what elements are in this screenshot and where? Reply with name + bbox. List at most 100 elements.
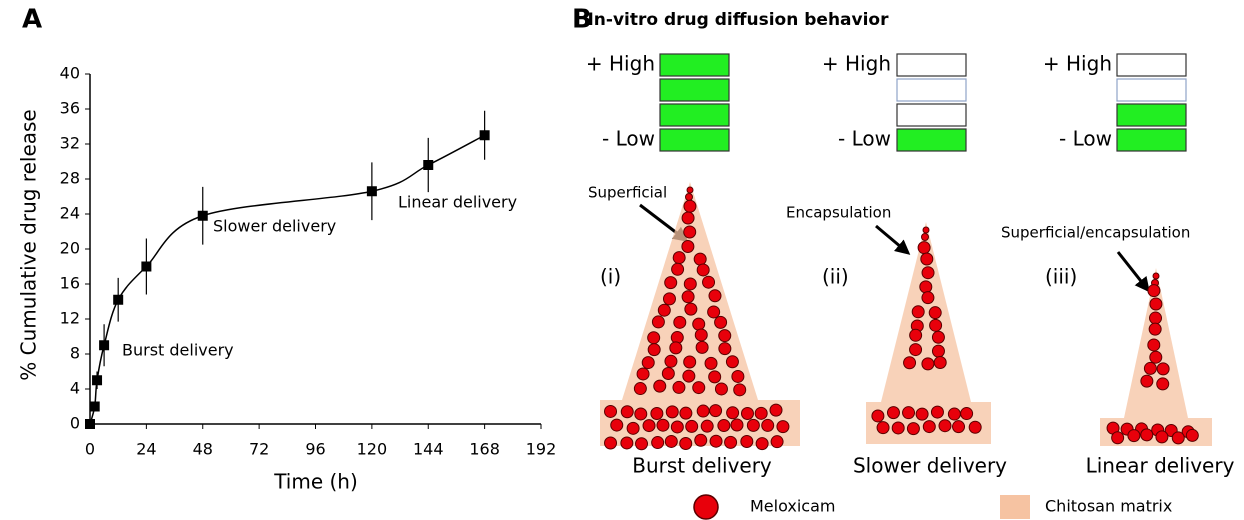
drug-particle xyxy=(648,344,660,356)
drug-particle xyxy=(642,357,654,369)
data-point xyxy=(113,295,123,305)
y-axis-label: % Cumulative drug release xyxy=(17,109,41,380)
drug-particle xyxy=(695,329,707,341)
drug-particle xyxy=(922,267,934,279)
drug-particle xyxy=(1157,378,1169,390)
figure: A B Time (h) % Cumulative drug release B… xyxy=(0,0,1244,520)
drug-particle xyxy=(658,304,670,316)
level-box xyxy=(897,79,966,101)
drug-particle xyxy=(697,264,709,276)
drug-particle xyxy=(741,407,753,419)
drug-particle xyxy=(657,419,669,431)
level-low: - Low xyxy=(838,127,891,151)
level-box xyxy=(660,129,729,151)
drug-particle xyxy=(931,406,943,418)
drug-particle xyxy=(953,421,965,433)
data-point xyxy=(99,340,109,350)
drug-particle xyxy=(910,329,922,341)
caption: Slower delivery xyxy=(853,454,1007,478)
drug-particle xyxy=(695,434,707,446)
drug-particle xyxy=(708,306,720,318)
x-tick-label: 192 xyxy=(526,440,557,459)
drug-particle xyxy=(635,408,647,420)
drug-particle xyxy=(674,316,686,328)
y-tick-label: 12 xyxy=(60,309,80,328)
drug-particle xyxy=(771,436,783,448)
drug-particle xyxy=(705,357,717,369)
drug-particle xyxy=(1112,432,1124,444)
y-tick-label: 16 xyxy=(60,274,80,293)
drug-particle xyxy=(694,253,706,265)
level-high: + High xyxy=(1043,52,1112,76)
diagram-title: In-vitro drug diffusion behavior xyxy=(587,10,889,30)
drug-particle xyxy=(605,437,617,449)
drug-particle xyxy=(685,303,697,315)
drug-particle xyxy=(922,292,934,304)
drug-particle xyxy=(1128,430,1140,442)
drug-particle xyxy=(683,370,695,382)
drug-particle xyxy=(747,419,759,431)
drug-particle xyxy=(672,263,684,275)
drug-particle xyxy=(1153,273,1159,279)
drug-particle xyxy=(715,316,727,328)
drug-particle xyxy=(1141,429,1153,441)
drug-particle xyxy=(697,405,709,417)
drug-particle xyxy=(1156,431,1168,443)
level-low: - Low xyxy=(1059,127,1112,151)
case-label: (i) xyxy=(600,265,621,289)
drug-particle xyxy=(696,341,708,353)
caption: Linear delivery xyxy=(1086,454,1235,478)
drug-particle xyxy=(682,291,694,303)
level-box xyxy=(1117,79,1186,101)
callout: Superficial/encapsulation xyxy=(1001,224,1190,242)
drug-particle xyxy=(719,343,731,355)
drug-particle xyxy=(682,212,694,224)
level-high: + High xyxy=(586,52,655,76)
data-point xyxy=(423,160,433,170)
drug-particle xyxy=(652,437,664,449)
x-tick-label: 168 xyxy=(469,440,500,459)
drug-particle xyxy=(1150,298,1162,310)
drug-particle xyxy=(665,435,677,447)
drug-particle xyxy=(921,253,933,265)
level-box xyxy=(1117,104,1186,126)
drug-particle xyxy=(621,406,633,418)
drug-particle xyxy=(912,306,924,318)
level-high: + High xyxy=(822,52,891,76)
drug-particle xyxy=(710,405,722,417)
drug-particle xyxy=(703,276,715,288)
x-tick-label: 24 xyxy=(136,440,156,459)
drug-particle xyxy=(684,356,696,368)
level-low: - Low xyxy=(602,127,655,151)
drug-particle xyxy=(923,421,935,433)
data-line xyxy=(90,135,485,424)
drug-particle xyxy=(637,368,649,380)
drug-particle xyxy=(920,281,932,293)
annotation: Slower delivery xyxy=(213,217,336,236)
level-box xyxy=(660,79,729,101)
drug-particle xyxy=(663,293,675,305)
drug-particle xyxy=(922,234,929,241)
drug-particle xyxy=(684,200,696,212)
drug-particle xyxy=(719,330,731,342)
drug-particle xyxy=(1150,312,1162,324)
data-point xyxy=(367,186,377,196)
x-tick-label: 48 xyxy=(193,440,213,459)
callout-arrow xyxy=(876,226,908,253)
drug-particle xyxy=(718,420,730,432)
legend-label: Meloxicam xyxy=(750,497,836,516)
drug-particle xyxy=(918,242,930,254)
level-box xyxy=(660,54,729,76)
drug-particle xyxy=(923,227,929,233)
data-point xyxy=(90,402,100,412)
panel-label: A xyxy=(22,5,42,35)
drug-particle xyxy=(709,290,721,302)
drug-particle xyxy=(673,252,685,264)
drug-particle xyxy=(682,241,694,253)
legend-swatch xyxy=(694,495,718,519)
drug-particle xyxy=(1186,429,1198,441)
caption: Burst delivery xyxy=(632,454,772,478)
drug-particle xyxy=(1141,375,1153,387)
drug-particle xyxy=(1172,432,1184,444)
